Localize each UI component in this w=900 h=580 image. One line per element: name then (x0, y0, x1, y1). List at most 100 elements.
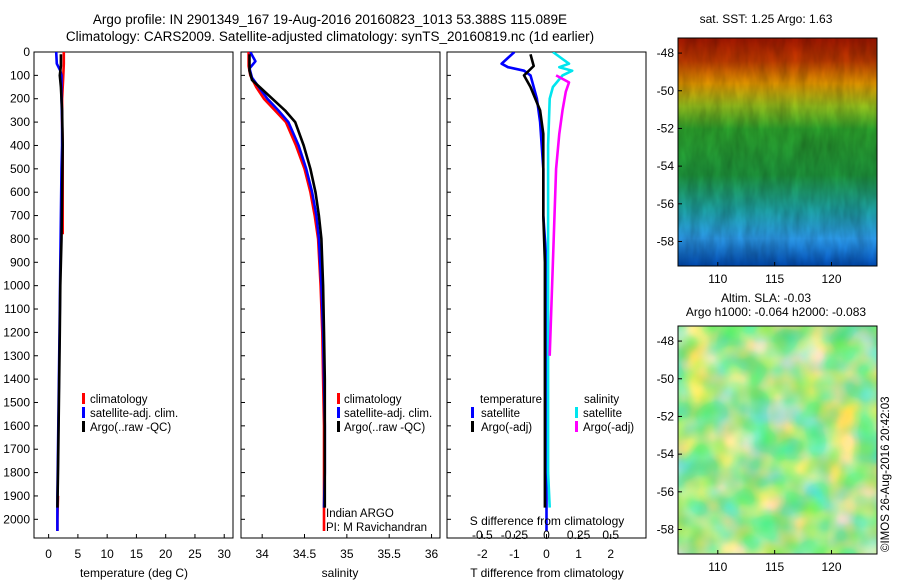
x-tick-label: 15 (130, 547, 144, 561)
map-y-tick-label: -58 (657, 523, 675, 537)
x-tick-label: 20 (159, 547, 173, 561)
salinity-axes (240, 51, 441, 539)
sst-map-title: sat. SST: 1.25 Argo: 1.63 (700, 12, 833, 26)
x-top-tick-label: 0 (543, 528, 550, 542)
y-tick-label: 1300 (3, 349, 30, 363)
sst-map (677, 37, 878, 267)
x-tick-label: 35.5 (378, 547, 402, 561)
y-tick-label: 1600 (3, 419, 30, 433)
y-tick-label: 700 (10, 209, 30, 223)
y-tick-label: 600 (10, 185, 30, 199)
legend-label: Argo(-adj) (583, 422, 634, 434)
sla-map-frame (677, 325, 878, 555)
x-tick-label: 0 (543, 547, 550, 561)
legend-title-temperature: temperature (480, 394, 542, 406)
y-tick-label: 1400 (3, 372, 30, 386)
map-y-tick-label: -50 (657, 84, 675, 98)
map-x-tick-label: 110 (708, 272, 727, 286)
map-y-tick-label: -50 (657, 372, 675, 386)
map-x-tick-label: 120 (821, 272, 841, 286)
x-top-tick-label: 0.25 (567, 528, 591, 542)
y-tick-label: 1000 (3, 279, 30, 293)
map-y-tick-label: -54 (657, 159, 675, 173)
difference-legend: temperature satellite Argo(-adj) salinit… (471, 394, 634, 434)
legend-label: satellite-adj. clim. (344, 408, 432, 420)
legend-label: satellite (583, 408, 622, 420)
sla-field (678, 326, 877, 554)
salinity-annotation-line1: Indian ARGO (326, 508, 394, 520)
y-tick-label: 0 (23, 45, 30, 59)
y-tick-label: 500 (10, 162, 30, 176)
series-line-argo-adj- (548, 74, 571, 356)
map-y-tick-label: -48 (657, 46, 675, 60)
legend-swatch-argo (337, 421, 340, 432)
series-line-argo-raw-qc- (248, 54, 327, 508)
x-tick-label: 25 (188, 547, 202, 561)
legend-swatch-climatology (82, 393, 85, 404)
difference-xlabel: T difference from climatology (470, 566, 624, 580)
imos-credit: ©IMOS 26-Aug-2016 20:42:03 (880, 396, 892, 552)
x-tick-label: -1 (509, 547, 520, 561)
legend-swatch-t-satellite (471, 407, 474, 418)
y-tick-label: 300 (10, 115, 30, 129)
x-tick-label: -2 (477, 547, 488, 561)
x-tick-label: 10 (100, 547, 114, 561)
map-y-tick-label: -54 (657, 447, 675, 461)
map-y-tick-label: -52 (657, 121, 675, 135)
legend-label: satellite-adj. clim. (90, 408, 178, 420)
chart-subtitle: Climatology: CARS2009. Satellite-adjuste… (65, 29, 595, 44)
temperature-legend: climatology satellite-adj. clim. Argo(..… (82, 393, 178, 434)
y-tick-label: 1800 (3, 466, 30, 480)
y-tick-label: 900 (10, 255, 30, 269)
difference-top-xlabel: S difference from climatology (470, 514, 625, 528)
sla-map (677, 325, 878, 555)
series-line-satellite-adj-clim- (248, 52, 327, 508)
map-y-tick-label: -56 (657, 485, 675, 499)
legend-title-salinity: salinity (584, 394, 619, 406)
temperature-xlabel: temperature (deg C) (80, 566, 188, 580)
x-top-tick-label: 0.5 (602, 528, 619, 542)
y-tick-label: 100 (10, 68, 30, 82)
x-tick-label: 35 (340, 547, 354, 561)
map-y-tick-label: -48 (657, 334, 675, 348)
sst-texture (678, 38, 877, 266)
x-top-tick-label: -0.25 (501, 528, 529, 542)
map-x-tick-label: 120 (821, 560, 841, 574)
map-y-tick-label: -56 (657, 197, 675, 211)
y-tick-label: 1700 (3, 442, 30, 456)
x-tick-label: 5 (75, 547, 82, 561)
map-y-tick-label: -58 (657, 235, 675, 249)
legend-label: Argo(..raw -QC) (344, 422, 425, 434)
legend-swatch-s-satellite (575, 407, 578, 418)
map-x-tick-label: 110 (708, 560, 727, 574)
x-tick-label: 34.5 (293, 547, 317, 561)
series-line-satellite (546, 52, 574, 508)
x-tick-label: 2 (607, 547, 614, 561)
legend-label: climatology (344, 394, 402, 406)
x-tick-label: 0 (45, 547, 52, 561)
legend-swatch-climatology (337, 393, 340, 404)
sla-map-title: Altim. SLA: -0.03 (721, 291, 811, 305)
y-tick-label: 1500 (3, 395, 30, 409)
series-line-argo-adj- (522, 53, 547, 508)
sst-map-frame (677, 37, 878, 267)
x-tick-label: 30 (218, 547, 232, 561)
series-line-climatology (247, 52, 326, 531)
map-y-tick-label: -52 (657, 409, 675, 423)
y-tick-label: 1200 (3, 325, 30, 339)
y-tick-label: 400 (10, 138, 30, 152)
salinity-xlabel: salinity (322, 566, 359, 580)
series-line-satellite (500, 52, 548, 531)
y-tick-label: 1100 (4, 302, 30, 316)
x-tick-label: 1 (575, 547, 582, 561)
legend-swatch-argo (82, 421, 85, 432)
legend-label: Argo(..raw -QC) (90, 422, 171, 434)
legend-swatch-s-argo (575, 421, 578, 432)
y-tick-label: 200 (10, 92, 30, 106)
legend-label: climatology (90, 394, 148, 406)
legend-swatch-satellite (82, 407, 85, 418)
sla-map-subtitle: Argo h1000: -0.064 h2000: -0.083 (686, 305, 866, 319)
y-tick-label: 2000 (3, 512, 30, 526)
map-x-tick-label: 115 (765, 272, 784, 286)
